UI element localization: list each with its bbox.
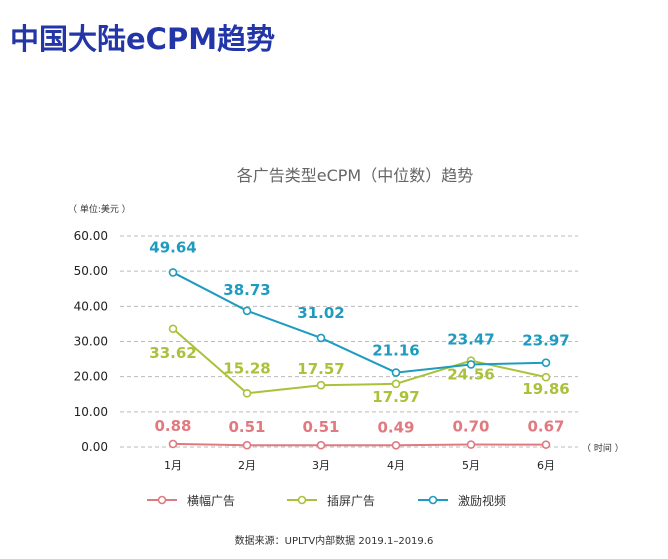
x-tick-label: 3月 (312, 459, 330, 472)
y-tick-label: 40.00 (74, 299, 108, 313)
legend-label: 横幅广告 (187, 493, 235, 508)
data-label: 49.64 (149, 238, 196, 256)
y-tick-label: 20.00 (74, 370, 108, 384)
data-point (391, 379, 401, 389)
y-tick-label: 30.00 (74, 335, 108, 349)
data-point (316, 440, 326, 450)
data-point (242, 388, 252, 398)
chart-title: 各广告类型eCPM（中位数）趋势 (237, 166, 473, 185)
y-tick-label: 10.00 (74, 405, 108, 419)
data-point (242, 306, 252, 316)
data-label: 23.47 (447, 330, 494, 348)
y-tick-label: 60.00 (74, 229, 108, 243)
legend-marker (157, 495, 167, 505)
page-title: 中国大陆eCPM趋势 (10, 22, 276, 56)
data-label: 0.70 (452, 418, 489, 436)
data-label: 24.56 (447, 366, 494, 384)
data-point (242, 440, 252, 450)
legend-label: 插屏广告 (327, 494, 375, 508)
x-tick-label: 2月 (238, 459, 256, 472)
x-axis-label: （ 时间 ） (582, 442, 624, 454)
y-axis-label: （ 单位:美元 ） (68, 203, 131, 215)
data-label: 0.51 (228, 418, 265, 436)
data-point (168, 324, 178, 334)
data-point (168, 268, 178, 277)
legend-marker (297, 495, 307, 505)
data-label: 23.97 (522, 332, 569, 350)
data-label: 15.28 (223, 359, 270, 377)
data-point (391, 440, 401, 450)
x-tick-label: 4月 (387, 459, 405, 472)
data-point (316, 380, 326, 390)
data-label: 33.62 (149, 344, 196, 362)
data-point (466, 440, 476, 449)
legend-marker (428, 495, 438, 505)
data-label: 0.88 (154, 417, 191, 435)
data-point (466, 360, 476, 369)
data-label: 17.97 (372, 388, 419, 406)
x-tick-label: 5月 (462, 459, 480, 472)
x-tick-label: 6月 (537, 459, 555, 472)
data-label: 19.86 (522, 380, 569, 398)
legend-label: 激励视频 (458, 493, 506, 508)
series-line (172, 271, 547, 374)
data-point (541, 440, 551, 449)
y-tick-label: 0.00 (81, 440, 108, 454)
y-tick-label: 50.00 (74, 264, 108, 278)
data-source: 数据来源：UPLTV内部数据 2019.1–2019.6 (234, 536, 434, 547)
data-point (391, 368, 401, 377)
data-label: 0.49 (377, 418, 414, 436)
data-label: 31.02 (297, 304, 344, 322)
data-label: 38.73 (223, 281, 270, 299)
x-tick-label: 1月 (164, 459, 182, 472)
data-point (541, 372, 551, 382)
data-point (316, 333, 326, 343)
data-label: 0.51 (302, 418, 339, 436)
data-label: 21.16 (372, 342, 419, 360)
data-label: 17.57 (297, 360, 344, 378)
series-line (172, 442, 547, 447)
data-label: 0.67 (527, 418, 564, 436)
data-point (168, 439, 178, 449)
data-point (541, 358, 551, 368)
